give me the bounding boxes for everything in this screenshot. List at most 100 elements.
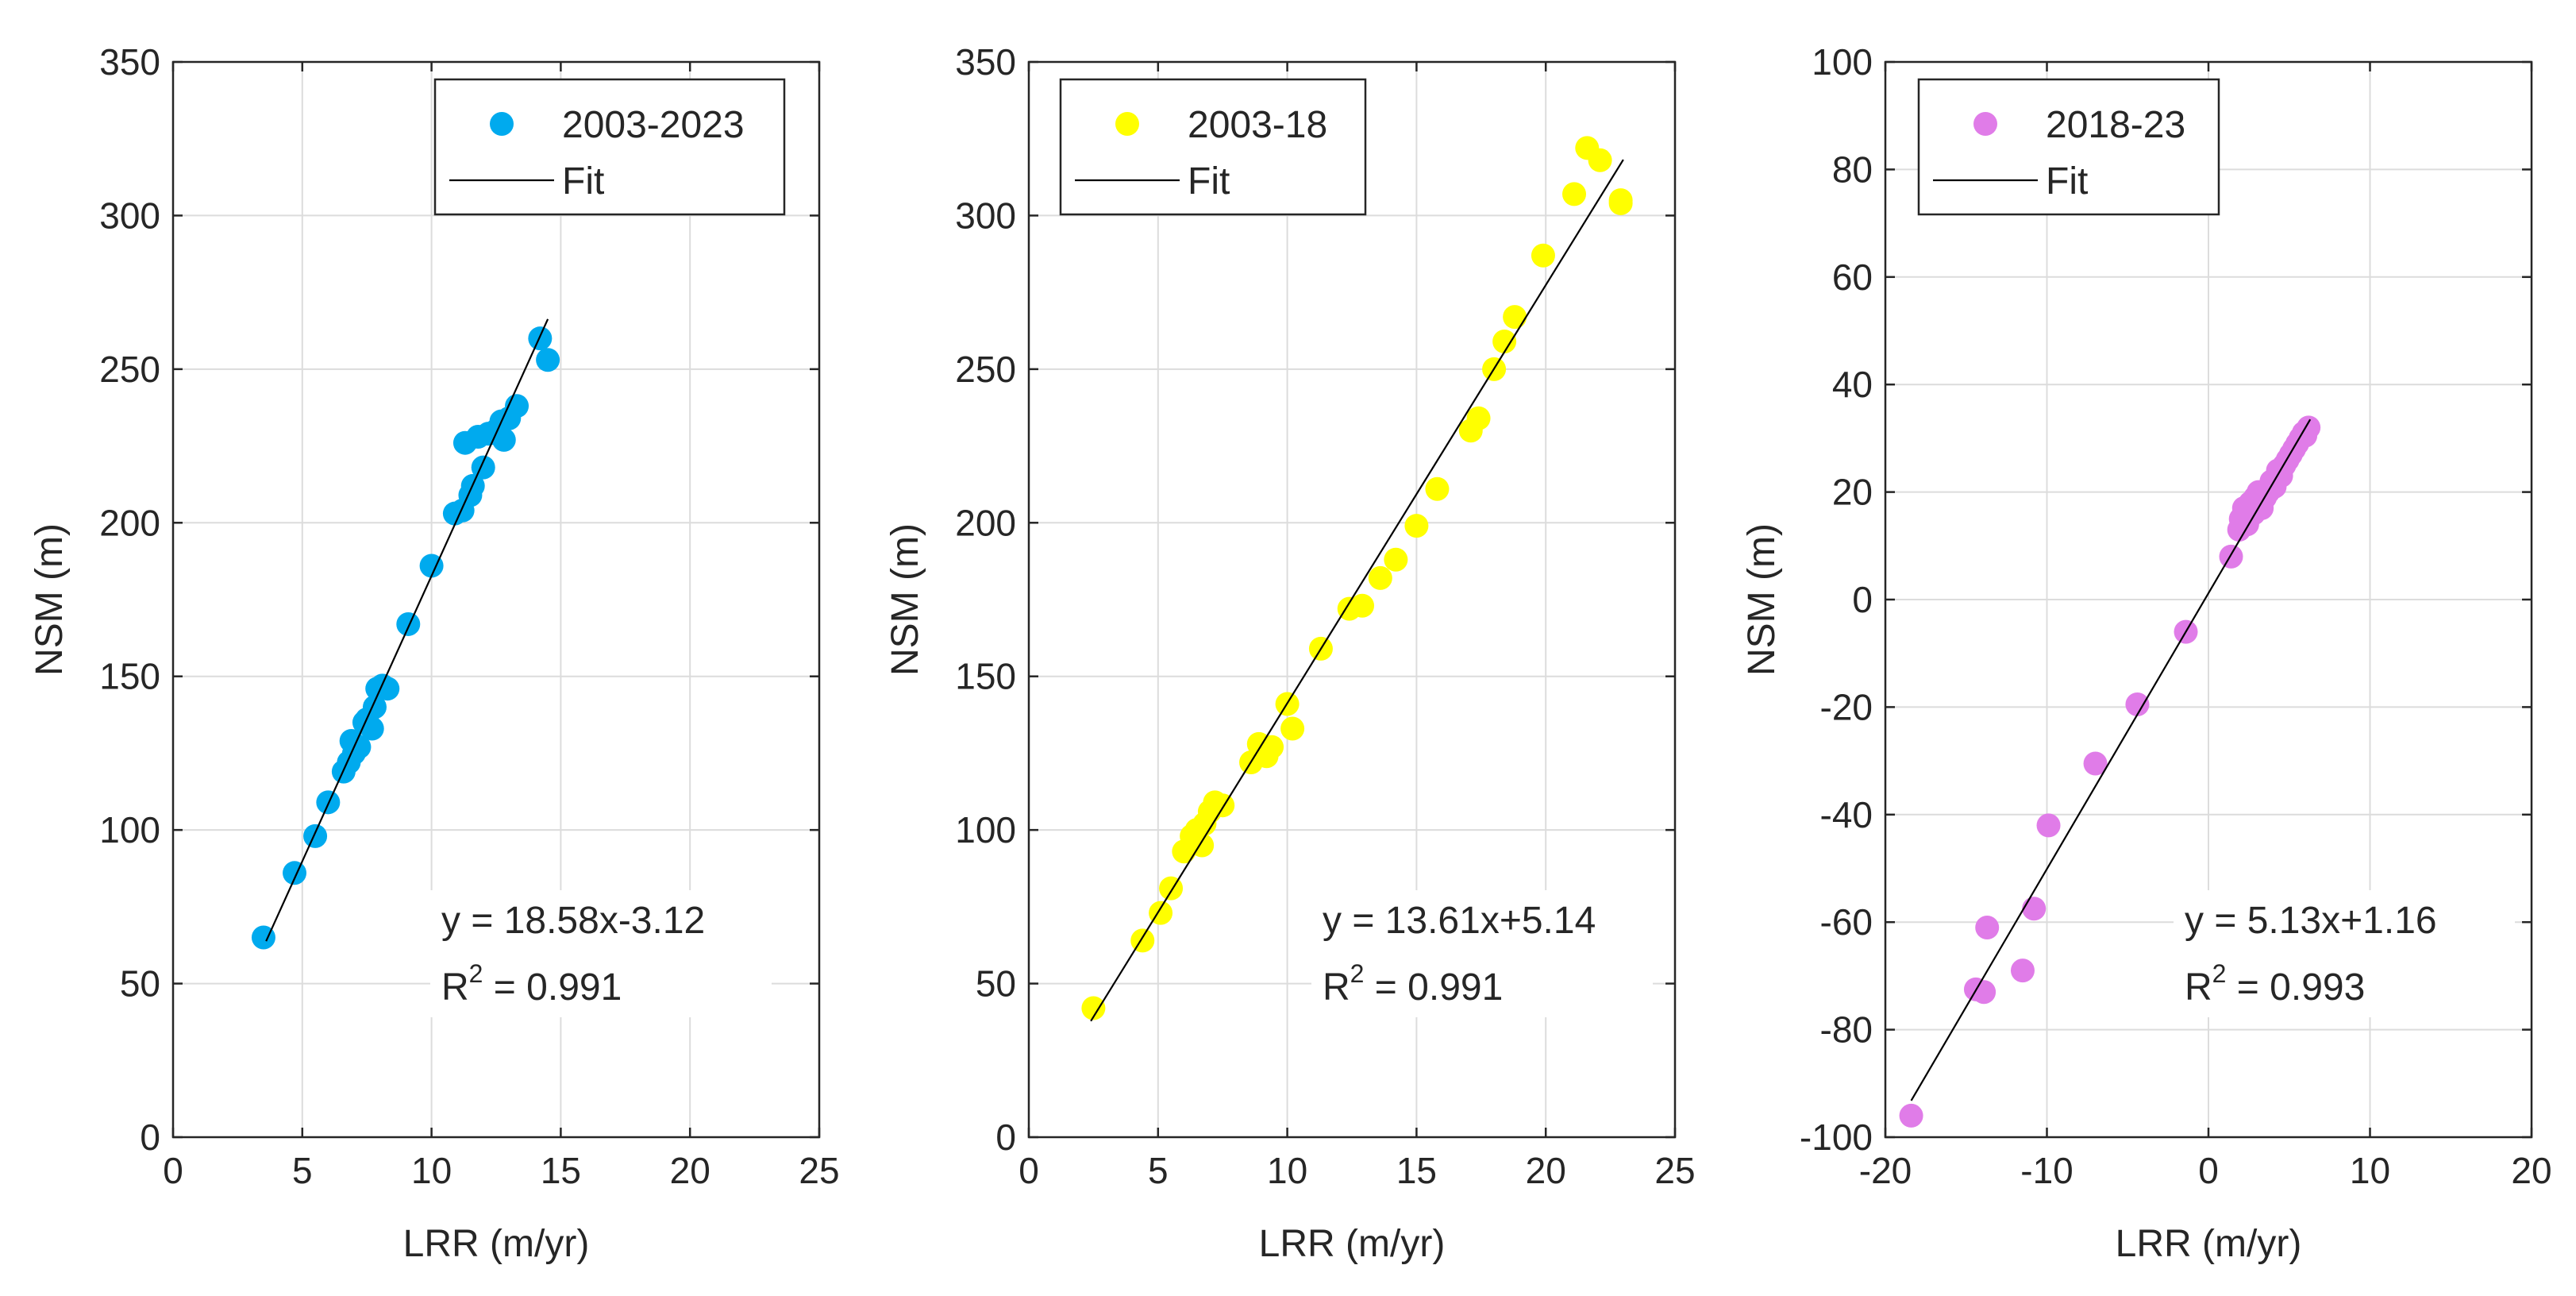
y-axis-label: NSM (m) [1741, 523, 1783, 676]
legend-label-series: 2003-18 [1188, 104, 1327, 146]
x-tick-label: -20 [1859, 1150, 1912, 1191]
data-point [1466, 406, 1491, 430]
data-point [1130, 928, 1155, 953]
y-tick-label: -100 [1800, 1117, 1873, 1158]
data-point [1260, 735, 1284, 759]
r-squared-value: = 0.991 [483, 966, 622, 1009]
y-tick-label: 100 [955, 809, 1016, 850]
data-point [2219, 544, 2243, 569]
legend-box [433, 78, 786, 216]
data-point [1975, 915, 2000, 939]
x-tick-label: 15 [541, 1150, 581, 1191]
axes-frame [1884, 60, 2533, 1139]
x-tick-label: 0 [1018, 1150, 1039, 1191]
legend-label-fit: Fit [2046, 160, 2088, 202]
y-tick-label: 250 [99, 349, 160, 390]
data-point [1081, 996, 1106, 1020]
legend-label-series: 2018-23 [2046, 104, 2185, 146]
x-axis-label: LRR (m/yr) [2116, 1223, 2302, 1265]
y-axis-label: NSM (m) [29, 523, 71, 676]
data-point [1492, 330, 1517, 354]
x-tick-label: -10 [2020, 1150, 2073, 1191]
y-axis-label: NSM (m) [884, 523, 926, 676]
axes-frame [1027, 60, 1677, 1139]
data-point [251, 925, 275, 950]
x-tick-label: 0 [2198, 1150, 2219, 1191]
fit-equation: y = 18.58x-3.12 [441, 900, 705, 942]
data-point [375, 677, 400, 701]
x-tick-label: 10 [411, 1150, 452, 1191]
y-tick-label: 0 [995, 1117, 1016, 1158]
data-point [1159, 876, 1184, 901]
y-tick-label: 200 [99, 502, 160, 543]
r-squared: R2 = 0.993 [2185, 959, 2365, 1009]
legend-marker [1973, 112, 1997, 136]
x-tick-label: 15 [1396, 1150, 1437, 1191]
legend-box [1917, 78, 2220, 216]
r-squared-superscript: 2 [2212, 959, 2227, 988]
y-tick-label: 350 [955, 41, 1016, 83]
y-tick-label: 250 [955, 349, 1016, 390]
y-tick-label: 100 [1812, 41, 1873, 83]
x-tick-label: 25 [1654, 1150, 1695, 1191]
r-squared: R2 = 0.991 [441, 959, 622, 1009]
data-point [1211, 793, 1235, 818]
annotation-background [430, 890, 772, 1017]
fit-equation: y = 5.13x+1.16 [2185, 900, 2437, 942]
data-point [1899, 1103, 1923, 1128]
x-tick-label: 20 [2511, 1150, 2551, 1191]
data-point [2036, 813, 2061, 838]
y-tick-label: 150 [99, 656, 160, 697]
y-tick-label: -60 [1820, 901, 1873, 943]
legend-label-fit: Fit [1188, 160, 1230, 202]
fit-line [1090, 159, 1624, 1022]
x-tick-label: 20 [670, 1150, 710, 1191]
y-tick-label: 100 [99, 809, 160, 850]
fit-line [265, 318, 549, 942]
legend: 2003-18 Fit [1059, 78, 1367, 216]
r-squared-symbol: R [2185, 966, 2212, 1009]
fit-line [1910, 418, 2312, 1101]
legend-label-series: 2003-2023 [562, 104, 745, 146]
data-point [360, 716, 384, 741]
data-point [303, 824, 328, 848]
legend-marker [490, 112, 514, 136]
data-point [1350, 593, 1375, 618]
legend-marker [1115, 112, 1139, 136]
data-point [1425, 476, 1450, 501]
annotation-background [2174, 890, 2515, 1017]
data-point [283, 861, 307, 885]
y-tick-label: 60 [1832, 256, 1873, 298]
fit-equation: y = 13.61x+5.14 [1323, 900, 1596, 942]
data-point [1384, 547, 1408, 572]
data-point [1588, 148, 1612, 172]
legend: 2018-23 Fit [1917, 78, 2220, 216]
y-tick-label: 0 [1852, 579, 1873, 620]
r-squared-symbol: R [1323, 966, 1350, 1009]
r-squared-value: = 0.993 [2226, 966, 2365, 1009]
r-squared-superscript: 2 [469, 959, 483, 988]
annotation-background [1311, 890, 1653, 1017]
x-tick-label: 10 [2350, 1150, 2390, 1191]
data-point [2022, 897, 2047, 921]
data-point [2125, 692, 2150, 717]
y-tick-label: -40 [1820, 794, 1873, 835]
y-tick-label: 0 [140, 1117, 160, 1158]
y-tick-label: 50 [976, 963, 1016, 1005]
panel-3: -20 -10 0 10 20-100-80-60-40-20020406080100L… [1741, 41, 2552, 1265]
y-tick-label: 200 [955, 502, 1016, 543]
data-point [1368, 565, 1392, 590]
x-tick-label: 20 [1526, 1150, 1566, 1191]
x-axis-label: LRR (m/yr) [403, 1223, 590, 1265]
y-tick-label: 80 [1832, 148, 1873, 190]
data-point [419, 554, 444, 578]
data-point [1531, 243, 1555, 268]
data-point [1280, 716, 1305, 741]
data-point [528, 326, 553, 351]
legend-box [1059, 78, 1367, 216]
data-point [1404, 514, 1429, 538]
data-point [471, 455, 495, 480]
x-tick-label: 5 [1148, 1150, 1169, 1191]
